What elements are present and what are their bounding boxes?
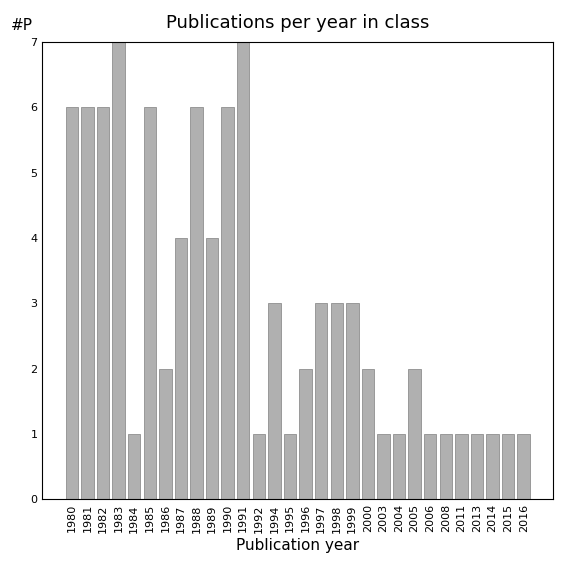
Bar <box>471 434 483 500</box>
Bar <box>424 434 437 500</box>
Bar <box>362 369 374 500</box>
Bar <box>284 434 296 500</box>
Bar <box>191 107 203 500</box>
Bar <box>253 434 265 500</box>
Y-axis label: #P: #P <box>11 18 33 33</box>
Bar <box>143 107 156 500</box>
Bar <box>66 107 78 500</box>
Bar <box>455 434 468 500</box>
Bar <box>502 434 514 500</box>
Bar <box>439 434 452 500</box>
Bar <box>237 42 249 500</box>
Bar <box>268 303 281 500</box>
Bar <box>393 434 405 500</box>
Bar <box>299 369 312 500</box>
Bar <box>486 434 499 500</box>
Bar <box>315 303 327 500</box>
Bar <box>408 369 421 500</box>
Bar <box>222 107 234 500</box>
Bar <box>377 434 390 500</box>
Bar <box>175 238 187 500</box>
Title: Publications per year in class: Publications per year in class <box>166 14 429 32</box>
Bar <box>97 107 109 500</box>
Bar <box>331 303 343 500</box>
Bar <box>159 369 172 500</box>
X-axis label: Publication year: Publication year <box>236 538 359 553</box>
Bar <box>81 107 94 500</box>
Bar <box>128 434 141 500</box>
Bar <box>346 303 358 500</box>
Bar <box>518 434 530 500</box>
Bar <box>206 238 218 500</box>
Bar <box>112 42 125 500</box>
